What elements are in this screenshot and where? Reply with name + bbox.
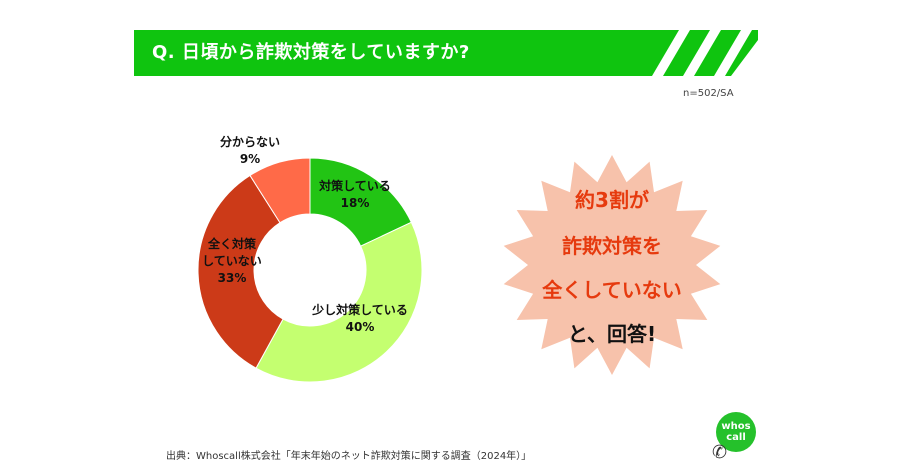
sample-size-note: n=502/SA	[683, 88, 734, 99]
slice-value-label: 33%	[218, 271, 247, 285]
logo-badge: whos call	[716, 412, 756, 452]
slice-category-label: 対策している	[318, 178, 391, 193]
callout-line-2: 詐欺対策を	[562, 234, 662, 258]
starburst-shape	[503, 155, 721, 375]
donut-slice	[249, 157, 311, 224]
callout-line-3: 全くしていない	[542, 278, 682, 302]
slice-value-label: 9%	[240, 152, 260, 166]
donut-chart: 対策している 18% 少し対策している 40% 全く対策していない 33% 分からない 9%	[150, 118, 470, 418]
donut-slice	[255, 221, 423, 383]
slice-category-label: 分からない	[220, 134, 280, 149]
whoscall-logo: whos call ✆	[712, 412, 762, 463]
banner-background	[134, 30, 758, 76]
slice-category-label: していない	[202, 254, 262, 268]
callout-burst: 約3割が 詐欺対策を 全くしていない と、回答!	[502, 150, 722, 380]
source-note: 出典：Whoscall株式会社「年末年始のネット詐欺対策に関する調査（2024年…	[166, 451, 532, 462]
donut-slice	[197, 174, 284, 369]
question-title: Q. 日頃から詐欺対策をしていますか?	[152, 42, 470, 63]
logo-text-line2: call	[726, 432, 746, 443]
slice-value-label: 18%	[341, 196, 370, 210]
callout-line-1: 約3割が	[575, 188, 649, 212]
slice-category-label: 少し対策している	[311, 302, 408, 317]
slice-value-label: 40%	[346, 320, 375, 334]
slice-category-label: 全く対策	[207, 236, 257, 251]
callout-line-4: と、回答!	[567, 322, 657, 346]
phone-icon: ✆	[712, 442, 728, 463]
logo-text-line1: whos	[721, 421, 751, 432]
question-banner: Q. 日頃から詐欺対策をしていますか?	[134, 30, 758, 76]
